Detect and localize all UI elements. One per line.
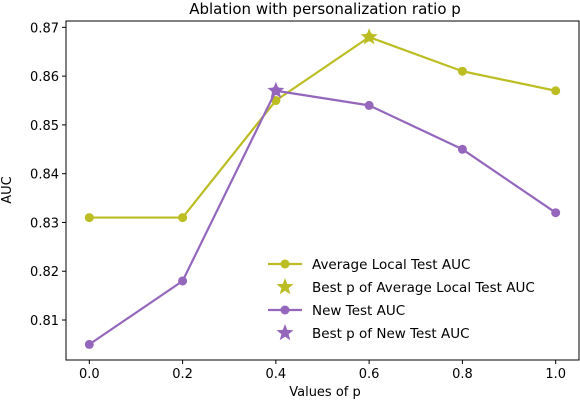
legend-star-swatch xyxy=(276,278,294,295)
series-line-0 xyxy=(89,35,556,219)
data-point-0 xyxy=(271,96,281,106)
data-point-1 xyxy=(364,100,374,110)
legend-label: New Test AUC xyxy=(312,303,405,319)
legend-star-swatch xyxy=(276,324,294,341)
legend-label: Best p of New Test AUC xyxy=(312,326,470,342)
data-point-1 xyxy=(457,144,467,154)
x-tick-label: 0.0 xyxy=(79,367,100,382)
y-tick-label: 0.82 xyxy=(30,265,59,280)
series-line-1 xyxy=(88,89,557,346)
x-tick-label: 1.0 xyxy=(545,367,566,382)
y-tick-label: 0.86 xyxy=(30,70,59,85)
legend-label: Average Local Test AUC xyxy=(312,257,470,273)
data-point-1 xyxy=(84,339,94,349)
x-tick-label: 0.6 xyxy=(359,367,380,382)
legend-label: Best p of Average Local Test AUC xyxy=(312,280,535,296)
legend-marker xyxy=(280,259,290,269)
data-point-0 xyxy=(178,213,188,223)
x-tick-label: 0.8 xyxy=(452,367,473,382)
data-point-0 xyxy=(457,66,467,76)
plot-area: 0.0 0.2 0.4 0.6 0.8 1.0 0.81 0.82 0.83 0.84 0.85 0.… xyxy=(30,21,566,382)
plot-frame xyxy=(65,20,580,361)
data-point-0 xyxy=(84,213,94,223)
chart-title: Ablation with personalization ratio p xyxy=(189,0,461,18)
data-point-1 xyxy=(551,208,561,218)
legend: Average Local Test AUC Best p of Average … xyxy=(268,257,535,342)
y-tick-label: 0.83 xyxy=(30,216,59,231)
data-point-0 xyxy=(551,86,561,96)
x-axis-label: Values of p xyxy=(289,385,361,400)
best-star-marker-0 xyxy=(360,28,378,45)
y-tick-label: 0.84 xyxy=(30,168,59,183)
data-point-1 xyxy=(178,276,188,286)
y-tick-label: 0.87 xyxy=(30,21,59,36)
legend-marker xyxy=(280,305,290,315)
y-tick-label: 0.85 xyxy=(30,119,59,134)
x-tick-label: 0.2 xyxy=(172,367,193,382)
y-tick-label: 0.81 xyxy=(30,314,59,329)
best-star-marker-1 xyxy=(267,81,285,99)
y-axis-label: AUC xyxy=(0,176,15,204)
x-tick-label: 0.4 xyxy=(266,367,287,382)
